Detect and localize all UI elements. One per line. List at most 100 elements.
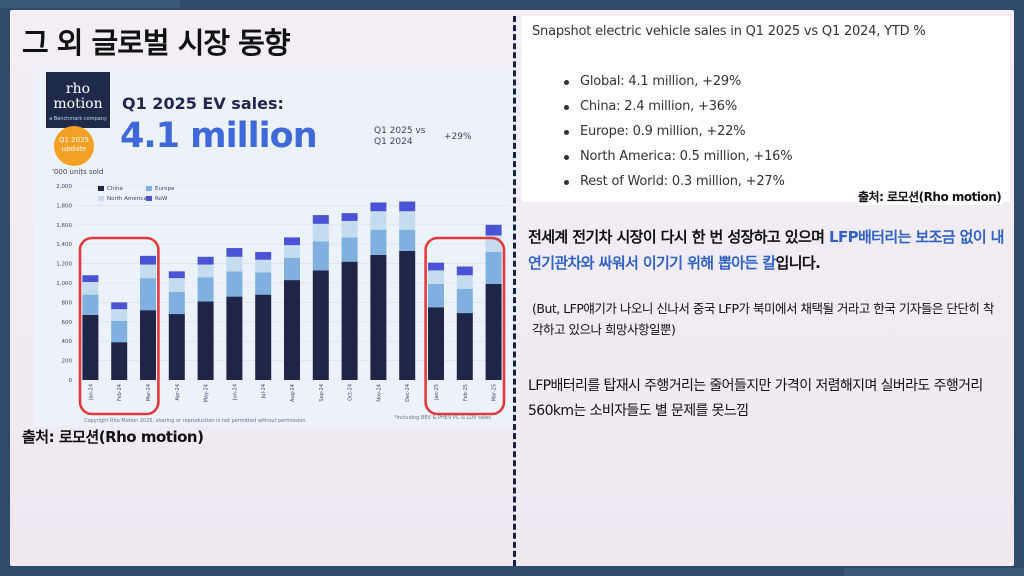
bar-segment <box>140 310 156 380</box>
bar-segment <box>428 307 444 380</box>
para1-end: 입니다. <box>775 254 821 272</box>
y-tick-label: 1,200 <box>56 262 72 268</box>
list-item: China: 2.4 million, +36% <box>564 99 792 124</box>
bar-segment <box>140 264 156 279</box>
units-label: '000 units sold <box>52 168 104 176</box>
bar-segment <box>428 262 444 271</box>
y-tick-label: 2,000 <box>56 184 72 190</box>
logo-sub: a Benchmark company <box>49 116 107 122</box>
paragraph-main: 전세계 전기차 시장이 다시 한 번 성장하고 있으며 LFP배터리는 보조금 … <box>528 224 1010 276</box>
bar-segment <box>226 256 243 272</box>
bar-segment <box>111 342 128 380</box>
legend-swatch <box>146 186 152 191</box>
legend-swatch <box>146 196 152 201</box>
x-tick-label: Jan-25 <box>434 384 440 401</box>
bar-segment <box>341 237 358 262</box>
bar-segment <box>485 251 502 284</box>
bar-segment <box>111 320 128 343</box>
legend-label: RoW <box>155 196 168 202</box>
bar-segment <box>456 313 473 380</box>
bar-segment <box>284 237 300 246</box>
rho-motion-logo: rho motion a Benchmark company <box>46 72 110 128</box>
bar-segment <box>341 213 358 221</box>
bar-segment <box>197 277 214 302</box>
legend-label: Europe <box>155 186 175 192</box>
x-tick-label: Feb-24 <box>117 384 123 401</box>
bar-segment <box>485 283 502 380</box>
y-tick-label: 1,600 <box>56 223 72 229</box>
snapshot-list: Global: 4.1 million, +29% China: 2.4 mil… <box>564 74 793 199</box>
legend-swatch <box>98 196 104 201</box>
bar-segment <box>399 211 416 230</box>
legend-label: North America <box>107 196 147 202</box>
compare-label: Q1 2025 vs Q1 2024 <box>374 126 425 148</box>
badge-line1: Q1 2025 <box>58 136 89 144</box>
bar-segment <box>82 294 99 316</box>
list-item: Europe: 0.9 million, +22% <box>564 124 792 149</box>
bar-segment <box>284 245 300 258</box>
bar-segment <box>370 254 387 380</box>
update-badge: Q1 2025 update <box>54 126 94 166</box>
bar-segment <box>168 271 185 279</box>
snapshot-title: Snapshot electric vehicle sales in Q1 20… <box>532 24 926 39</box>
bar-segment <box>82 315 99 380</box>
x-tick-label: Feb-25 <box>463 384 469 401</box>
x-tick-label: Mar-25 <box>492 384 498 401</box>
bar-segment <box>197 256 214 265</box>
bar-segment <box>370 211 387 230</box>
bar-segment <box>197 264 214 278</box>
chart-panel: rho motion a Benchmark company Q1 2025 u… <box>34 68 518 426</box>
bar-segment <box>255 259 272 273</box>
bar-segment <box>168 291 185 315</box>
bar-segment <box>370 229 387 255</box>
logo-line2: motion <box>53 96 103 112</box>
bar-segment <box>312 215 329 224</box>
bar-segment <box>312 241 329 271</box>
bar-segment <box>399 229 416 251</box>
compare-value: +29% <box>444 132 472 142</box>
badge-line2: update <box>61 145 87 153</box>
copyright-text: Copyright Rho Motion 2025, sharing or re… <box>84 418 306 424</box>
bar-segment <box>456 288 473 314</box>
y-tick-label: 1,800 <box>56 203 72 209</box>
bar-segment <box>226 271 243 297</box>
bar-segment <box>111 302 128 310</box>
bar-segment <box>341 220 358 238</box>
left-source: 출처: 로모션(Rho motion) <box>22 428 204 446</box>
paragraph-note: (But, LFP얘기가 나오니 신나서 중국 LFP가 북미에서 채택될 거라… <box>532 301 994 337</box>
bar-segment <box>456 266 473 276</box>
bar-segment <box>168 278 185 292</box>
x-tick-label: May-24 <box>204 384 210 402</box>
x-tick-label: Jul-24 <box>261 384 267 399</box>
compare-line1: Q1 2025 vs <box>374 126 426 136</box>
headline-value: 4.1 million <box>120 116 318 156</box>
bar-segment <box>284 280 300 380</box>
frame-decoration <box>0 0 180 8</box>
bar-segment <box>399 201 416 212</box>
list-item: North America: 0.5 million, +16% <box>564 149 793 174</box>
legend-label: China <box>107 186 123 192</box>
y-tick-label: 200 <box>62 359 73 365</box>
y-tick-label: 600 <box>62 320 73 326</box>
highlight-box <box>424 236 506 416</box>
bar-segment <box>140 255 156 265</box>
y-tick-label: 800 <box>62 300 73 306</box>
bar-segment <box>226 296 243 380</box>
logo-line1: rho <box>65 81 91 97</box>
chart-footnote: *Including BEV & PHEV PC & LDV sales <box>394 415 491 421</box>
bar-segment <box>284 257 300 281</box>
x-tick-label: Oct-24 <box>348 384 354 401</box>
snapshot-panel: Snapshot electric vehicle sales in Q1 20… <box>522 16 1010 202</box>
y-tick-label: 400 <box>62 339 73 345</box>
x-tick-label: Mar-24 <box>146 384 152 401</box>
highlight-box <box>78 236 160 416</box>
legend-swatch <box>98 186 104 191</box>
bar-segment <box>255 272 272 295</box>
x-tick-label: Apr-24 <box>175 384 181 401</box>
bar-segment <box>168 314 185 380</box>
slide: 그 외 글로벌 시장 동향 rho motion a Benchmark com… <box>10 10 1014 566</box>
right-source: 출처: 로모션(Rho motion) <box>856 188 1004 205</box>
para1-highlight: LFP배터리는 보조금 없이 내연기관차와 싸워서 이기기 위해 뽑아든 칼 <box>528 228 1004 272</box>
bar-segment <box>226 248 243 257</box>
bar-segment <box>485 224 502 236</box>
